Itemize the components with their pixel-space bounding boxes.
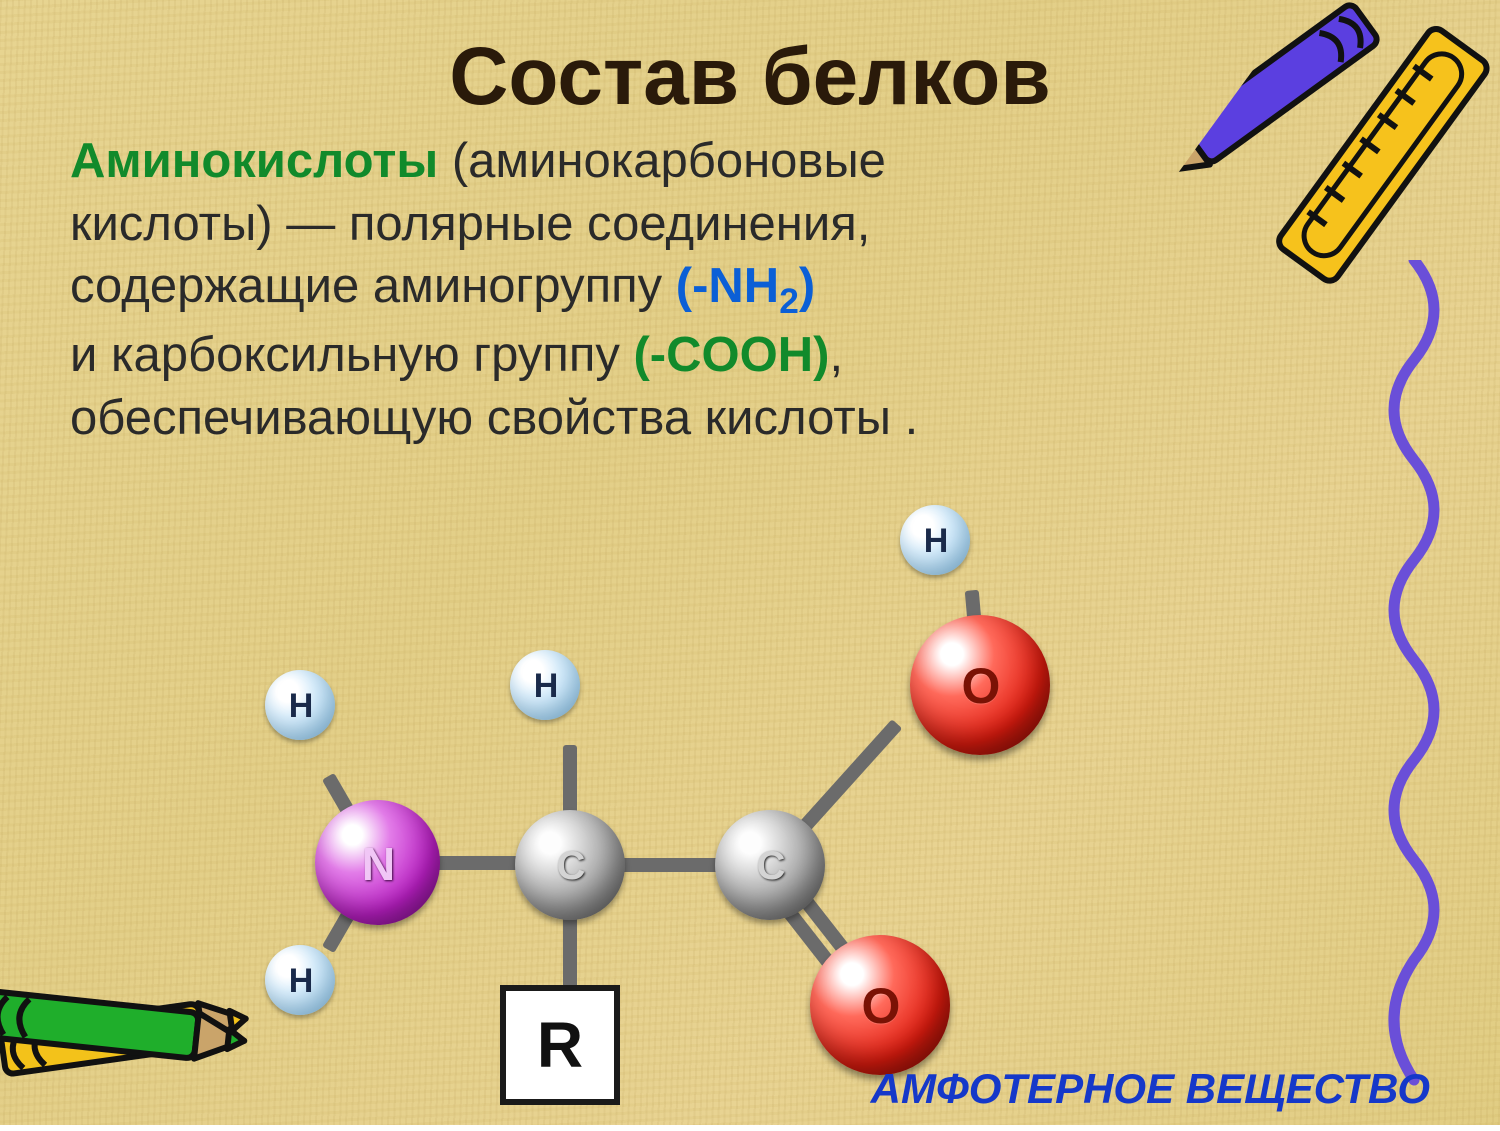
t1: (аминокарбоновые bbox=[438, 134, 886, 188]
slide-title: Состав белков bbox=[0, 30, 1500, 124]
atom-C1: C bbox=[515, 810, 625, 920]
nh2: (-NH2) bbox=[676, 259, 815, 313]
atom-H_c_top: H bbox=[510, 650, 580, 720]
atom-N: N bbox=[315, 800, 440, 925]
t2: кислоты) — полярные соединения, bbox=[70, 197, 870, 251]
atom-C2: C bbox=[715, 810, 825, 920]
slide-text: Аминокислоты (аминокарбоновые кислоты) —… bbox=[70, 130, 1380, 450]
t3: содержащие аминогруппу bbox=[70, 259, 676, 313]
t4b: , bbox=[829, 328, 843, 382]
molecule-diagram: HOHHNCCHOR bbox=[160, 540, 1180, 1100]
atom-H_top: H bbox=[900, 505, 970, 575]
amino-word: Аминокислоты bbox=[70, 134, 438, 188]
atom-H_nh_bot: H bbox=[265, 945, 335, 1015]
atom-H_nh_top: H bbox=[265, 670, 335, 740]
t5: обеспечивающую свойства кислоты . bbox=[70, 391, 918, 445]
atom-O_top: O bbox=[910, 615, 1050, 755]
t4a: и карбоксильную группу bbox=[70, 328, 633, 382]
cooh: (-COOH) bbox=[633, 328, 829, 382]
atom-R: R bbox=[500, 985, 620, 1105]
atom-O_bot: O bbox=[810, 935, 950, 1075]
footer-text: АМФОТЕРНОЕ ВЕЩЕСТВО bbox=[871, 1065, 1430, 1113]
